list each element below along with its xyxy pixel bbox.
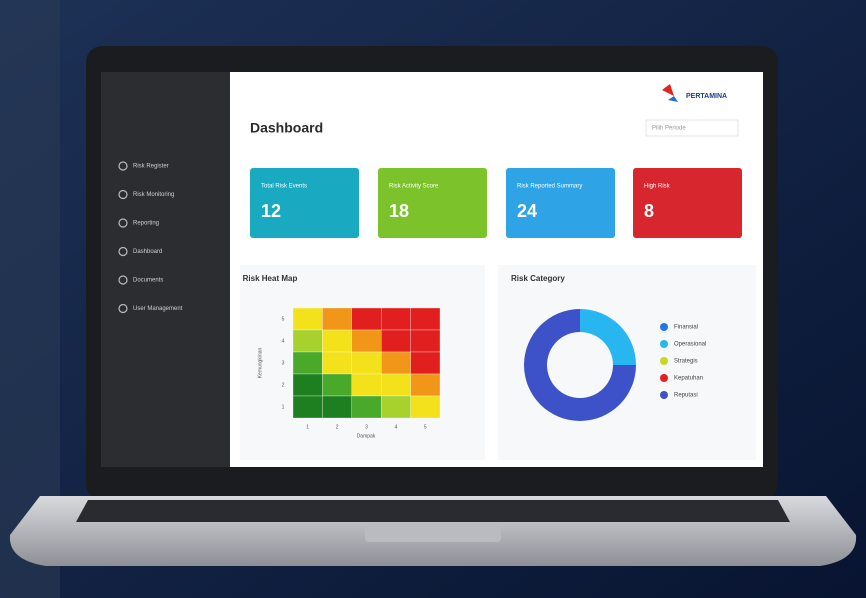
legend-label: Reputasi <box>674 393 698 399</box>
menu-icon <box>118 275 128 285</box>
y-tick-label: 5 <box>282 316 285 322</box>
heatmap-cell <box>381 373 411 397</box>
x-tick-label: 3 <box>365 424 368 430</box>
heatmap-cell <box>322 307 352 331</box>
card-value: 12 <box>261 201 281 221</box>
menu-item[interactable]: Reporting <box>133 221 159 227</box>
filter-dropdown[interactable] <box>645 119 739 137</box>
legend-swatch <box>660 357 668 365</box>
heatmap-cell <box>351 307 382 331</box>
menu-icon <box>118 246 128 257</box>
menu-icon <box>118 218 128 228</box>
heatmap-cell <box>410 395 441 419</box>
logo-text: PERTAMINA <box>686 93 727 100</box>
card-label: Risk Activity Score <box>389 184 439 190</box>
legend-swatch <box>660 391 668 399</box>
logo-icon <box>668 96 678 102</box>
card-value: 18 <box>389 201 409 221</box>
heatmap-cell <box>381 351 411 375</box>
heatmap-cell <box>322 351 352 375</box>
heatmap-cell <box>351 373 382 397</box>
heatmap-cell <box>410 329 441 353</box>
card-label: Risk Reported Summary <box>517 184 582 190</box>
donut-slice <box>524 309 636 421</box>
y-axis-label: Kemungkinan <box>257 347 263 378</box>
stat-card <box>378 168 487 238</box>
menu-item[interactable]: User Management <box>133 306 183 312</box>
donut-slice <box>580 309 636 365</box>
legend-label: Operasional <box>674 342 706 348</box>
y-tick-label: 2 <box>282 382 285 388</box>
legend-label: Strategis <box>674 359 698 365</box>
legend-swatch <box>660 340 668 348</box>
filter-text: Pilih Periode <box>652 126 686 132</box>
menu-item[interactable]: Risk Register <box>133 164 169 170</box>
heatmap-cell <box>292 373 323 397</box>
menu-icon <box>118 161 128 171</box>
menu-item[interactable]: Dashboard <box>133 249 162 255</box>
heatmap-cell <box>292 351 323 375</box>
legend-swatch <box>660 374 668 382</box>
menu-item[interactable]: Documents <box>133 278 163 284</box>
card-label: High Risk <box>644 184 671 190</box>
sidebar <box>101 72 230 467</box>
y-tick-label: 1 <box>282 404 285 410</box>
card-label: Total Risk Events <box>261 184 307 190</box>
panel-title: Risk Category <box>511 274 565 283</box>
y-tick-label: 4 <box>282 338 285 344</box>
card-value: 24 <box>517 201 537 221</box>
heatmap-cell <box>351 395 382 419</box>
y-tick-label: 3 <box>282 360 285 366</box>
legend-label: Kepatuhan <box>674 376 703 382</box>
heatmap-cell <box>322 329 352 353</box>
legend-swatch <box>660 323 668 331</box>
x-axis-label: Dampak <box>357 433 376 439</box>
heatmap-cell <box>381 307 411 331</box>
menu-icon <box>118 189 128 200</box>
page-title: Dashboard <box>250 120 323 136</box>
heatmap-cell <box>292 329 323 353</box>
menu-item[interactable]: Risk Monitoring <box>133 192 174 198</box>
logo-icon <box>662 84 674 96</box>
legend-label: Finansial <box>674 325 698 331</box>
heatmap-cell <box>322 373 352 397</box>
panel-title: Risk Heat Map <box>243 274 298 283</box>
card-value: 8 <box>644 201 654 221</box>
keyboard <box>76 500 790 522</box>
heatmap-cell <box>381 329 411 353</box>
x-tick-label: 5 <box>424 424 427 430</box>
x-tick-label: 4 <box>395 424 398 430</box>
stat-card <box>633 168 742 238</box>
heatmap-cell <box>322 395 352 419</box>
x-tick-label: 1 <box>306 424 309 430</box>
stat-card <box>250 168 359 238</box>
heatmap-cell <box>351 329 382 353</box>
heatmap-cell <box>381 395 411 419</box>
menu-icon <box>118 303 128 314</box>
heatmap-cell <box>410 351 441 375</box>
heatmap-cell <box>351 351 382 375</box>
heatmap-cell <box>292 395 323 419</box>
heatmap-cell <box>292 307 323 331</box>
heatmap-cell <box>410 373 441 397</box>
x-tick-label: 2 <box>336 424 339 430</box>
trackpad <box>365 524 501 542</box>
heatmap-cell <box>410 307 441 331</box>
stat-card <box>506 168 615 238</box>
